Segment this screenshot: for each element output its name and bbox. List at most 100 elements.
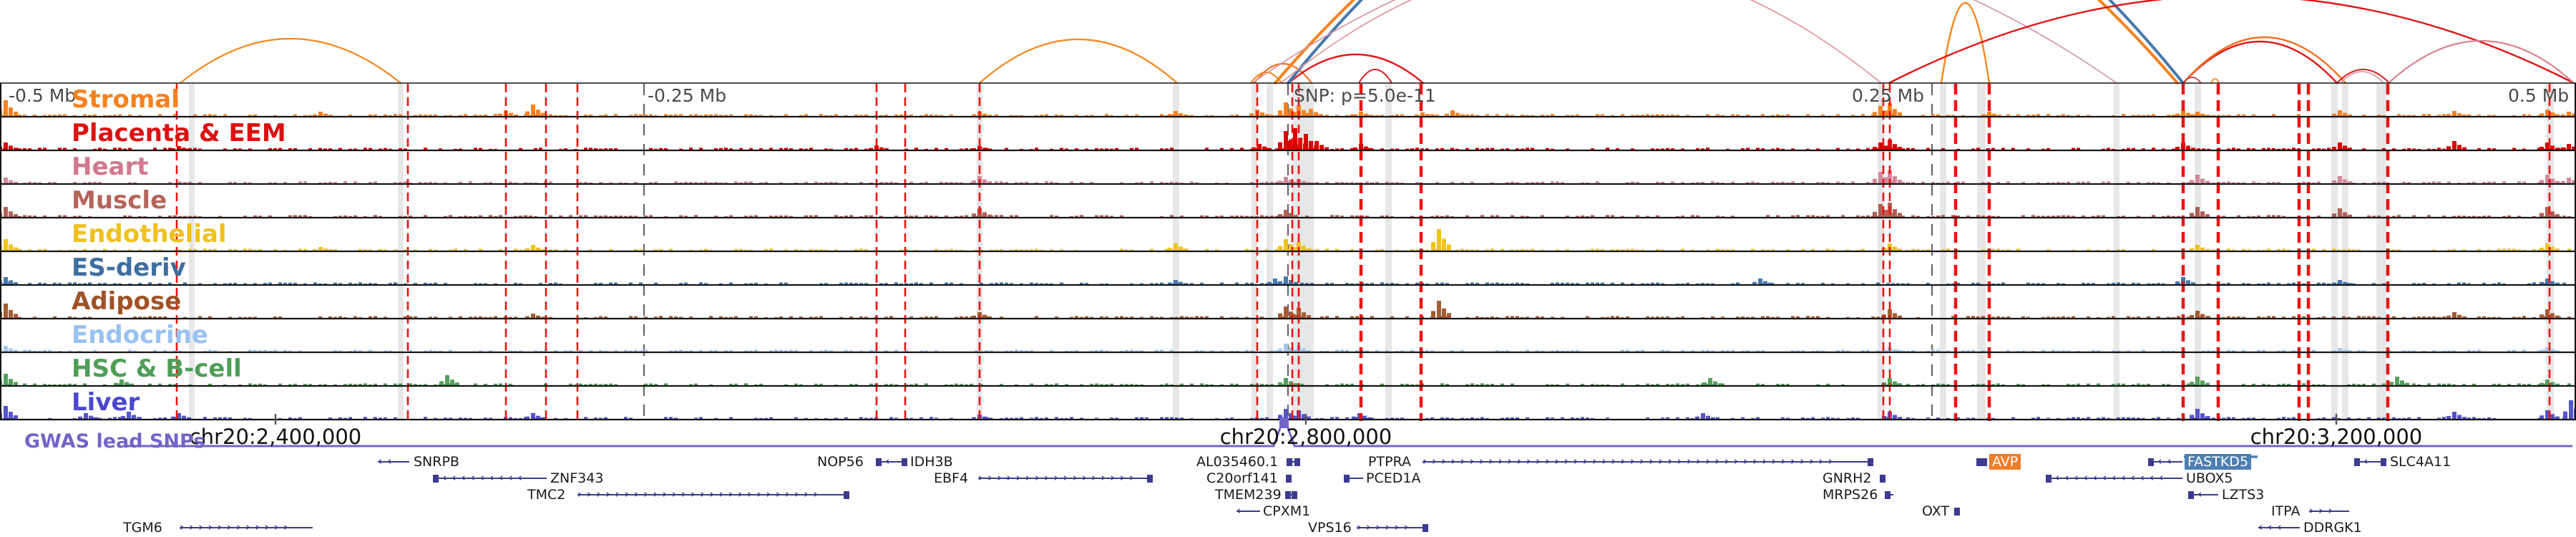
gene-avp-body[interactable] bbox=[1976, 456, 1987, 468]
chr-coordinate-label: chr20:2,400,000 bbox=[189, 425, 362, 449]
gene-line bbox=[1357, 527, 1428, 528]
interaction-arc[interactable] bbox=[2336, 69, 2390, 84]
gene-vps16-label[interactable]: VPS16 bbox=[1308, 520, 1352, 536]
gene-snrpb-label[interactable]: SNRPB bbox=[414, 454, 459, 470]
gene-ptpra-body[interactable]: ››››››››››››››››››››››››››››››››››››››››… bbox=[1423, 456, 1873, 468]
gene-cpxm1-body[interactable]: ‹ bbox=[1236, 505, 1260, 517]
gene-avp-label[interactable]: AVP bbox=[1989, 454, 2021, 470]
gene-tmem239-label[interactable]: TMEM239 bbox=[1215, 487, 1282, 503]
track-row-heart[interactable] bbox=[0, 150, 2576, 184]
interaction-arc[interactable] bbox=[2340, 71, 2384, 84]
interaction-arc[interactable] bbox=[1287, 53, 1425, 84]
interaction-arc[interactable] bbox=[1274, 0, 2179, 84]
gene-line bbox=[433, 478, 547, 479]
gene-exon-block bbox=[433, 475, 439, 483]
track-row-muscle[interactable] bbox=[0, 184, 2576, 218]
interaction-arc[interactable] bbox=[1252, 0, 2117, 84]
gene-pced1a-body[interactable]: ‹ bbox=[1344, 473, 1363, 484]
gene-oxt-label[interactable]: OXT bbox=[1922, 503, 1950, 519]
gene-cpxm1-label[interactable]: CPXM1 bbox=[1263, 503, 1311, 519]
gene-tmem239-body[interactable] bbox=[1285, 489, 1297, 500]
interaction-arc[interactable] bbox=[1280, 0, 1882, 84]
gene-tmc2-label[interactable]: TMC2 bbox=[527, 487, 566, 503]
gene-nop56-body[interactable]: ‹‹ bbox=[876, 456, 907, 468]
gene-idh3b-label[interactable]: IDH3B bbox=[910, 454, 953, 470]
track-row-endothelial[interactable] bbox=[0, 218, 2576, 251]
gene-al035460.1-body[interactable] bbox=[1287, 456, 1300, 468]
gene-line bbox=[378, 461, 409, 463]
track-row-hsc-b-cell[interactable] bbox=[0, 352, 2576, 386]
gene-line bbox=[2258, 527, 2300, 528]
track-label-endothelial: Endothelial bbox=[72, 220, 227, 248]
track-label-heart: Heart bbox=[72, 153, 149, 181]
gene-gnrh2-body[interactable] bbox=[1880, 473, 1885, 484]
gene-fastkd5-label[interactable]: FASTKD5 bbox=[2185, 454, 2252, 470]
gene-ebf4-body[interactable]: ››››››››››››››››› bbox=[978, 473, 1153, 484]
gene-exon-block bbox=[2381, 458, 2386, 466]
interaction-arc[interactable] bbox=[1358, 69, 1392, 84]
interaction-arc[interactable] bbox=[1253, 63, 1313, 84]
interaction-arc[interactable] bbox=[2387, 39, 2575, 84]
gene-nop56-label[interactable]: NOP56 bbox=[817, 454, 864, 470]
gene-pced1a-label[interactable]: PCED1A bbox=[1366, 470, 1421, 486]
gene-itpa-label[interactable]: ITPA bbox=[2271, 503, 2301, 519]
gene-fastkd5-body[interactable]: ‹‹‹ bbox=[2148, 456, 2182, 468]
track-label-placenta-eem: Placenta & EEM bbox=[72, 119, 286, 147]
gene-znf343-label[interactable]: ZNF343 bbox=[550, 470, 604, 486]
gene-vps16-body[interactable]: ›››››› bbox=[1357, 522, 1428, 533]
gene-ubox5-label[interactable]: UBOX5 bbox=[2186, 470, 2233, 486]
gene-ebf4-label[interactable]: EBF4 bbox=[934, 470, 969, 486]
interaction-arc[interactable] bbox=[179, 37, 402, 84]
gene-ptpra-label[interactable]: PTPRA bbox=[1368, 454, 1411, 470]
gene-lzts3-label[interactable]: LZTS3 bbox=[2222, 487, 2265, 503]
gene-exon-block bbox=[844, 491, 849, 499]
interaction-arc[interactable] bbox=[1287, 0, 2185, 84]
gene-ddrgk1-label[interactable]: DDRGK1 bbox=[2303, 520, 2362, 536]
track-row-liver[interactable] bbox=[0, 386, 2576, 420]
gene-slc4a11-body[interactable]: ‹‹ bbox=[2354, 456, 2386, 468]
gene-slc4a11-label[interactable]: SLC4A11 bbox=[2390, 454, 2451, 470]
gene-oxt-body[interactable] bbox=[1954, 505, 1960, 517]
chr-coordinate-label: chr20:3,200,000 bbox=[2250, 425, 2423, 449]
gene-itpa-body[interactable]: ››› bbox=[2309, 505, 2349, 517]
interaction-arc[interactable] bbox=[2182, 77, 2202, 84]
gene-al035460.1-label[interactable]: AL035460.1 bbox=[1196, 454, 1279, 470]
gene-snrpb-body[interactable]: ‹‹ bbox=[378, 456, 409, 468]
gene-znf343-body[interactable]: ‹‹‹‹‹‹‹‹‹‹ bbox=[433, 473, 547, 484]
interaction-arc[interactable] bbox=[2182, 41, 2338, 84]
interaction-arc[interactable] bbox=[2182, 36, 2347, 84]
gene-exon-block bbox=[1885, 491, 1890, 499]
gene-exon-block bbox=[1285, 491, 1291, 499]
track-row-endocrine[interactable] bbox=[0, 319, 2576, 352]
gene-ddrgk1-body[interactable]: ‹‹‹ bbox=[2258, 522, 2300, 533]
signal-track-heart bbox=[0, 170, 2576, 183]
gene-tgm6-label[interactable]: TGM6 bbox=[123, 520, 162, 536]
gene-exon-block bbox=[2354, 458, 2360, 466]
track-row-adipose[interactable] bbox=[0, 285, 2576, 319]
track-row-es-deriv[interactable] bbox=[0, 251, 2576, 285]
gene-mrps26-body[interactable] bbox=[1885, 489, 1893, 500]
gene-line bbox=[180, 527, 313, 528]
gene-tmc2-body[interactable]: ›››››››››››››››››››››››››› bbox=[577, 489, 849, 500]
signal-track-endothelial bbox=[0, 229, 2571, 251]
gene-lzts3-body[interactable]: ‹‹ bbox=[2188, 489, 2218, 500]
track-row-stromal[interactable] bbox=[0, 83, 2576, 117]
gene-direction-chevrons: ›››››››››››› bbox=[180, 522, 293, 533]
gene-tgm6-body[interactable]: ›››››››››››› bbox=[180, 522, 313, 533]
gene-line bbox=[2188, 494, 2218, 495]
gene-mrps26-label[interactable]: MRPS26 bbox=[1823, 487, 1878, 503]
interaction-arc[interactable] bbox=[978, 39, 1179, 84]
gene-ubox5-body[interactable]: ‹‹‹‹‹‹‹‹‹‹‹‹‹ bbox=[2046, 473, 2182, 484]
interaction-arc[interactable] bbox=[2210, 78, 2220, 84]
gene-c20orf141-label[interactable]: C20orf141 bbox=[1206, 470, 1278, 486]
interaction-arc[interactable] bbox=[1940, 2, 1991, 84]
interaction-arc[interactable] bbox=[1888, 0, 2575, 84]
track-row-placenta-eem[interactable] bbox=[0, 117, 2576, 150]
mb-scale-label: 0.25 Mb bbox=[1852, 85, 1925, 106]
gwas-lead-snp-marker[interactable] bbox=[1279, 418, 1289, 428]
gene-gnrh2-label[interactable]: GNRH2 bbox=[1823, 470, 1872, 486]
signal-track-muscle bbox=[0, 203, 2571, 217]
gene-c20orf141-body[interactable] bbox=[1286, 473, 1292, 484]
